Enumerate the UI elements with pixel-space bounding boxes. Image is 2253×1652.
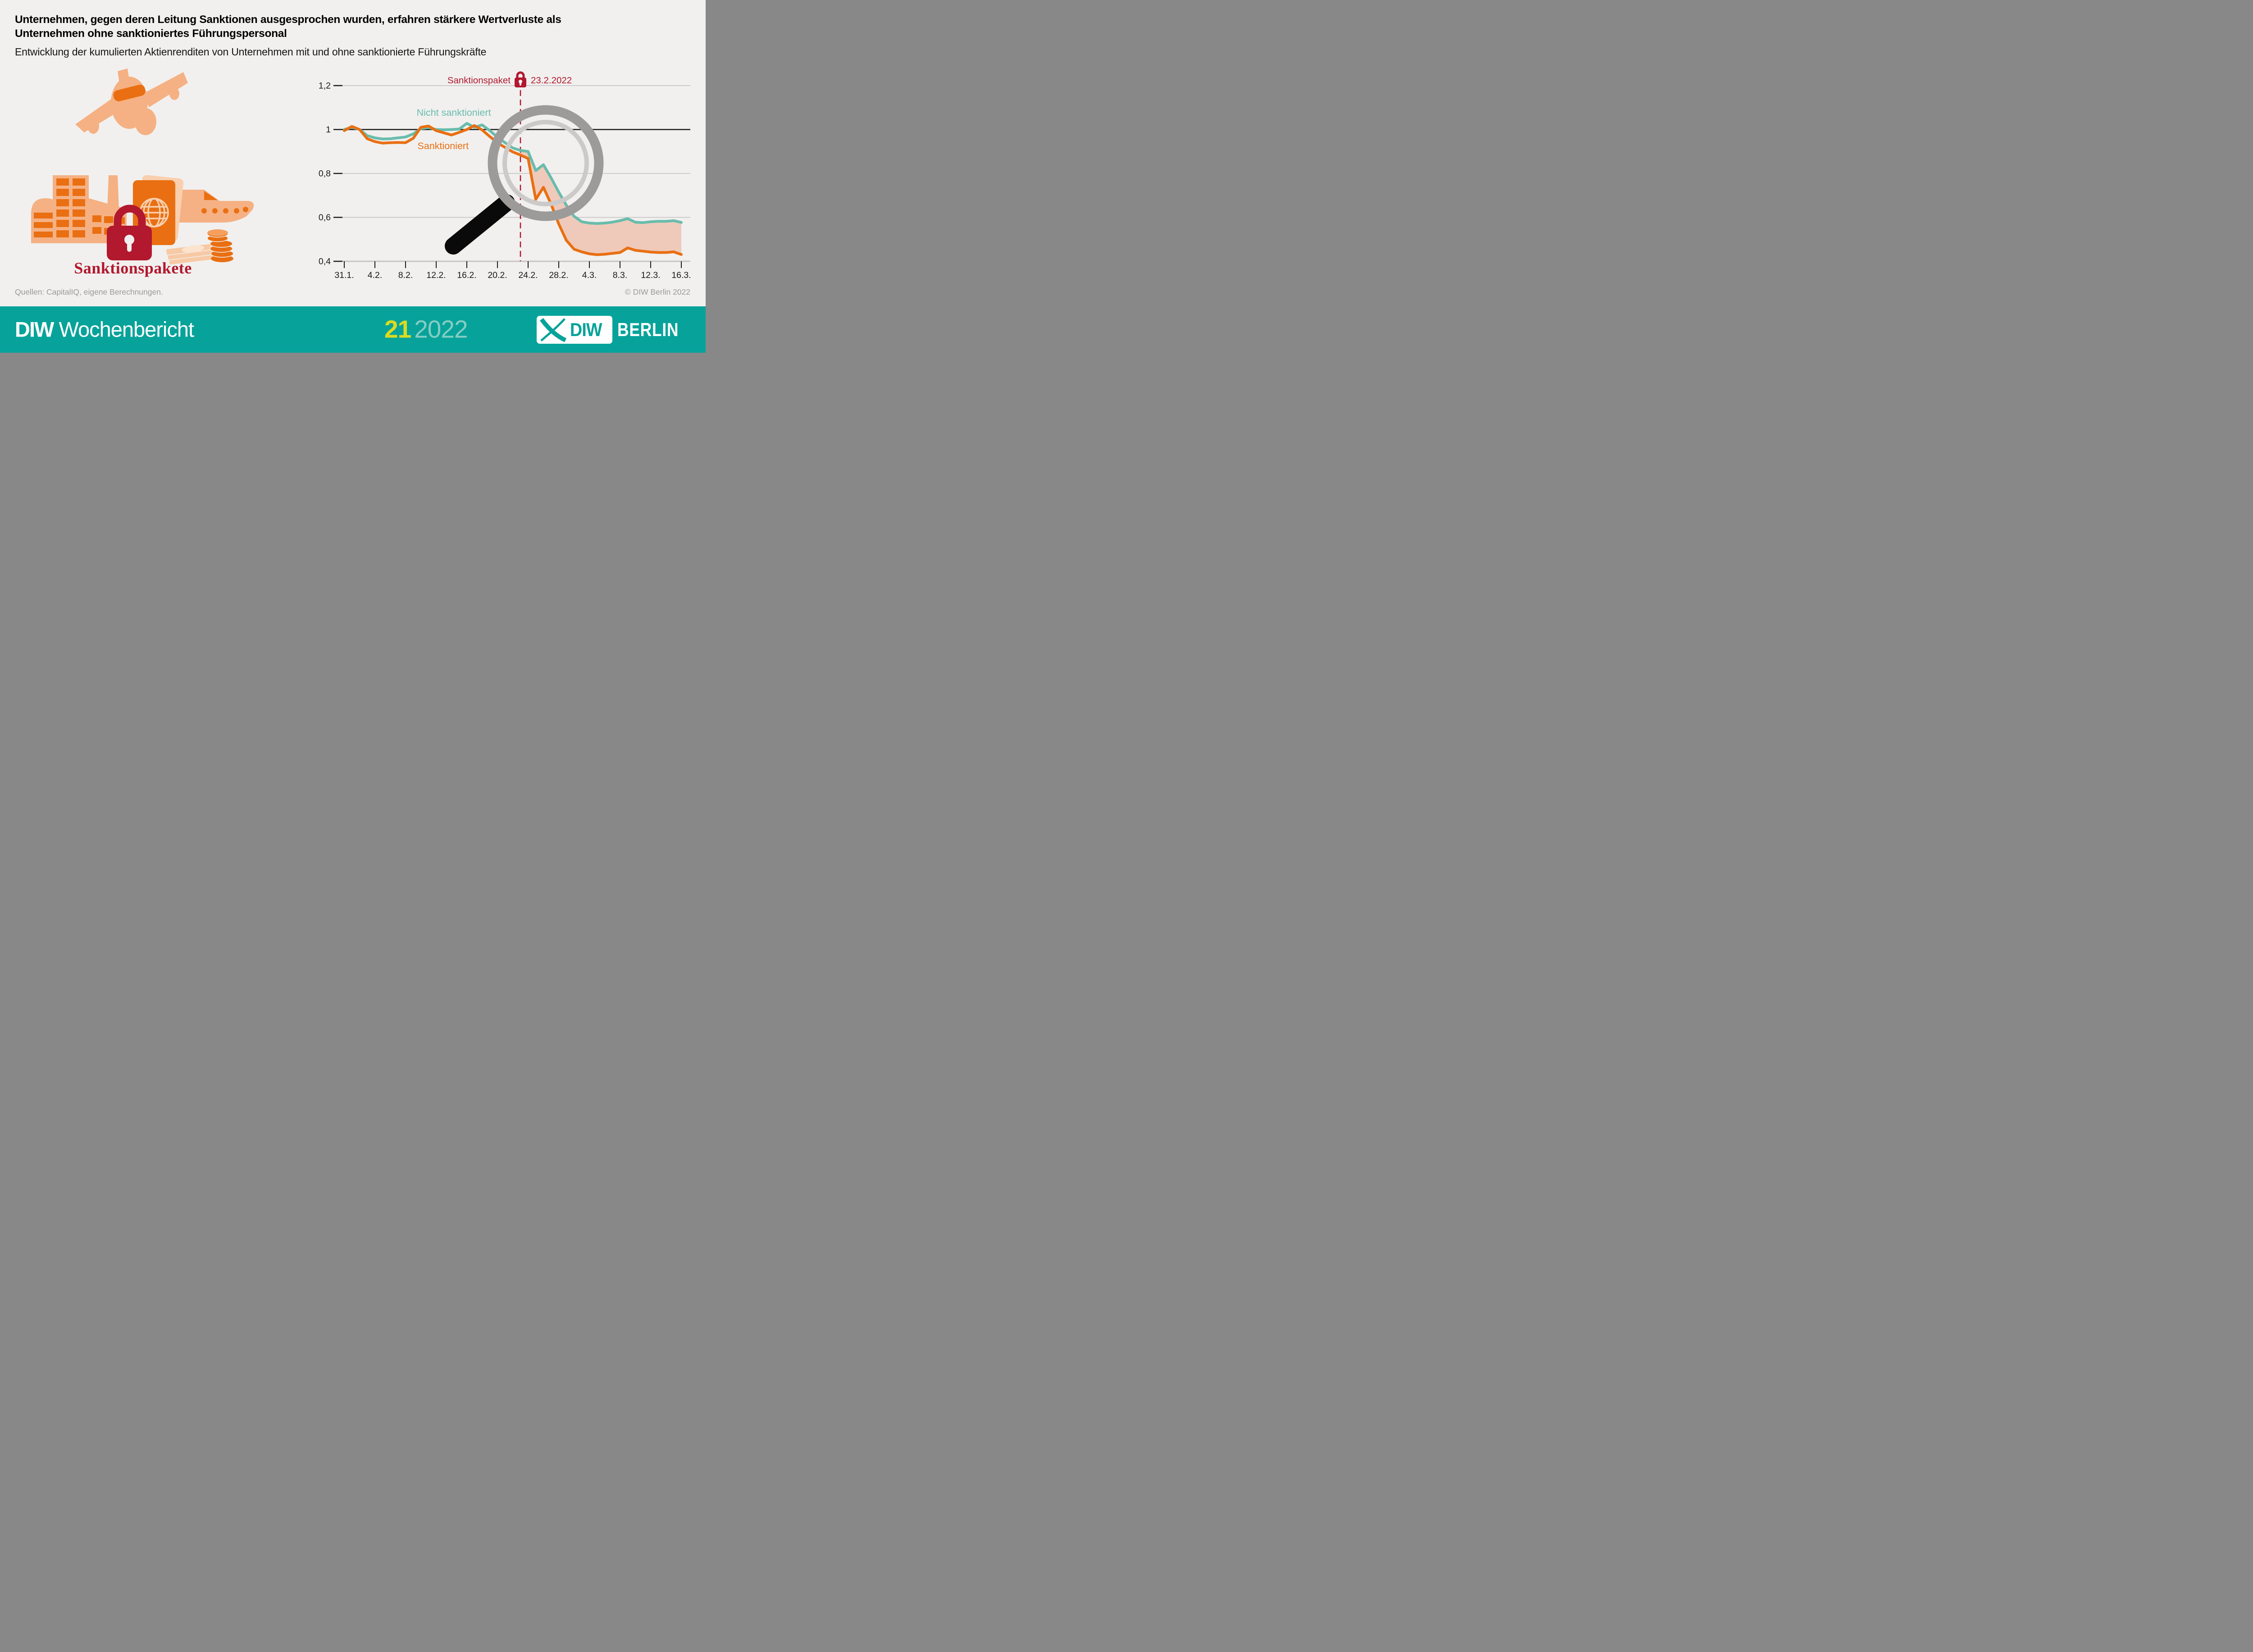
x-axis-label: 16.2. bbox=[457, 270, 476, 280]
yacht-icon bbox=[171, 190, 254, 223]
line-chart: 1,2 1 0,8 0,6 0,431.1. 4.2. 8.2. 12.2. 16.2. 20.2… bbox=[319, 71, 691, 280]
x-axis-label: 16.3. bbox=[671, 270, 691, 280]
x-axis-label: 31.1. bbox=[334, 270, 354, 280]
series-line-nicht-sanktioniert bbox=[343, 122, 683, 225]
issue-year: 2022 bbox=[414, 315, 468, 343]
factory-windows bbox=[56, 178, 85, 237]
coins-icon bbox=[207, 229, 234, 262]
x-axis-label: 20.2. bbox=[488, 270, 507, 280]
lock-keyhole bbox=[519, 80, 522, 83]
magnifier-inner-ring bbox=[502, 120, 589, 206]
title-line-2: Unternehmen ohne sanktioniertes Führungs… bbox=[15, 27, 287, 40]
factory-icon bbox=[31, 175, 127, 243]
publication-brand: DIW Wochenbericht bbox=[15, 317, 194, 341]
padlock-icon bbox=[107, 205, 152, 260]
y-axis-label: 1 bbox=[326, 125, 331, 135]
logo-diw-text: DIW bbox=[570, 319, 602, 340]
y-axis-label: 0,4 bbox=[319, 257, 331, 267]
magnifier-icon bbox=[488, 105, 604, 221]
lock-icon bbox=[516, 71, 525, 78]
sources-note: Quellen: CapitalIQ, eigene Berechnungen. bbox=[15, 287, 163, 296]
difference-band bbox=[520, 150, 681, 255]
brand-diw: DIW bbox=[15, 317, 54, 341]
issue-label: 21 2022 bbox=[384, 314, 468, 343]
legend-nicht-sanktioniert: Nicht sanktioniert bbox=[417, 107, 491, 118]
yacht-portholes bbox=[201, 207, 248, 214]
lock-keyhole-stem bbox=[520, 82, 521, 86]
legend-sanktioniert: Sanktioniert bbox=[418, 141, 469, 151]
footer-band: DIW Wochenbericht 21 2022 DIW BERLIN bbox=[0, 306, 706, 353]
x-axis-label: 4.3. bbox=[582, 270, 597, 280]
y-axis-label: 0,8 bbox=[319, 169, 331, 179]
diw-berlin-logo: DIW BERLIN bbox=[536, 315, 690, 344]
y-axis-label: 0,6 bbox=[319, 213, 331, 223]
x-axis-label: 28.2. bbox=[549, 270, 568, 280]
airplane-icon bbox=[75, 68, 188, 135]
x-axis-label: 24.2. bbox=[518, 270, 538, 280]
x-axis-label: 12.2. bbox=[426, 270, 446, 280]
x-axis-label: 12.3. bbox=[641, 270, 660, 280]
annotation-date: 23.2.2022 bbox=[531, 75, 572, 86]
y-axis-label: 1,2 bbox=[319, 81, 331, 91]
sanctions-illustration bbox=[31, 68, 254, 265]
x-axis-label: 8.2. bbox=[398, 270, 413, 280]
copyright-note: © DIW Berlin 2022 bbox=[625, 287, 690, 296]
title-line-1: Unternehmen, gegen deren Leitung Sanktio… bbox=[15, 14, 561, 26]
series-line-sanktioniert bbox=[343, 124, 683, 256]
diw-x-swoosh-icon bbox=[539, 318, 566, 342]
annotation-label: Sanktionspaket bbox=[447, 75, 511, 86]
x-axis-label: 4.2. bbox=[368, 270, 383, 280]
infographic-canvas: Unternehmen, gegen deren Leitung Sanktio… bbox=[0, 0, 706, 353]
diw-logo-box: DIW bbox=[536, 315, 612, 344]
logo-berlin-text: BERLIN bbox=[617, 319, 679, 340]
x-axis-label: 8.3. bbox=[613, 270, 628, 280]
illustration-caption: Sanktionspakete bbox=[74, 259, 192, 277]
magnifier-handle bbox=[445, 194, 515, 255]
issue-number: 21 bbox=[384, 315, 411, 343]
brand-wochenbericht: Wochenbericht bbox=[59, 317, 194, 341]
page-title: Unternehmen, gegen deren Leitung Sanktio… bbox=[15, 13, 561, 41]
page-subtitle: Entwicklung der kumulierten Aktienrendit… bbox=[15, 46, 487, 58]
